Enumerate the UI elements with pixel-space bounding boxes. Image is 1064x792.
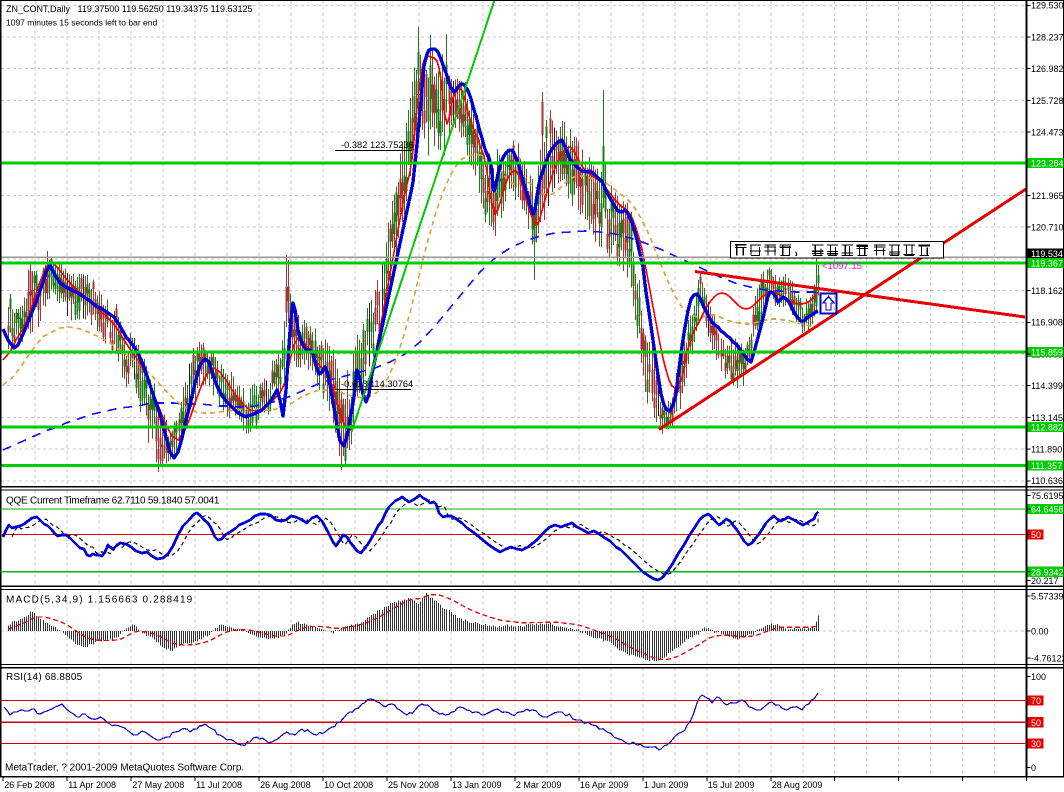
svg-text:114.399: 114.399 (1031, 381, 1063, 391)
svg-text:25 Nov 2008: 25 Nov 2008 (388, 780, 439, 790)
svg-text:0.00: 0.00 (1031, 626, 1049, 636)
svg-text:121.965: 121.965 (1031, 191, 1064, 201)
svg-text:-0.382 123.75236: -0.382 123.75236 (341, 140, 414, 150)
svg-text:111.890: 111.890 (1031, 445, 1062, 455)
svg-text:15 Jul 2009: 15 Jul 2009 (708, 780, 755, 790)
svg-text:1 Jun 2009: 1 Jun 2009 (644, 780, 689, 790)
svg-text:120.710: 120.710 (1031, 223, 1064, 233)
svg-text:100: 100 (1031, 672, 1046, 682)
svg-text:2 Mar 2009: 2 Mar 2009 (516, 780, 562, 790)
svg-text:123.284: 123.284 (1031, 159, 1064, 169)
svg-text:5.57339: 5.57339 (1031, 591, 1064, 601)
svg-text:110.636: 110.636 (1031, 476, 1063, 486)
svg-text:50: 50 (1031, 718, 1041, 728)
svg-text:<1097.15: <1097.15 (822, 261, 862, 272)
svg-text:11 Apr 2008: 11 Apr 2008 (68, 780, 116, 790)
svg-text:20.217: 20.217 (1031, 576, 1059, 586)
svg-text:QQE Current Timeframe 62.7110: QQE Current Timeframe 62.7110 59.1840 57… (6, 496, 220, 507)
svg-text:28.9342: 28.9342 (1031, 567, 1064, 577)
svg-text:28 Aug 2009: 28 Aug 2009 (772, 780, 823, 790)
svg-text:27 May 2008: 27 May 2008 (132, 780, 184, 790)
svg-text:125.728: 125.728 (1031, 96, 1064, 106)
svg-text:11 Jul 2008: 11 Jul 2008 (196, 780, 242, 790)
svg-text:MACD(5,34,9) 1.156663 0.288419: MACD(5,34,9) 1.156663 0.288419 (6, 595, 193, 606)
svg-text:118.162: 118.162 (1031, 286, 1063, 296)
svg-text:50: 50 (1031, 530, 1041, 540)
svg-text:ZN_CONT,Daily 119.37500 119.: ZN_CONT,Daily 119.37500 119.56250 119.34… (6, 4, 253, 14)
svg-text:16 Apr 2009: 16 Apr 2009 (580, 780, 629, 790)
svg-text:128.237: 128.237 (1031, 32, 1064, 42)
svg-text:111.357: 111.357 (1031, 461, 1062, 471)
svg-text:116.908: 116.908 (1031, 318, 1063, 328)
svg-text:75.6195: 75.6195 (1031, 491, 1064, 501)
svg-text:26 Aug 2008: 26 Aug 2008 (260, 780, 311, 790)
svg-text:119.367: 119.367 (1031, 259, 1063, 269)
svg-text:13 Jan 2009: 13 Jan 2009 (452, 780, 502, 790)
svg-text:26 Feb 2008: 26 Feb 2008 (4, 780, 55, 790)
svg-text:70: 70 (1031, 696, 1041, 706)
svg-text:RSI(14) 68.8805: RSI(14) 68.8805 (6, 672, 83, 683)
svg-text:-4.76122: -4.76122 (1031, 653, 1064, 663)
svg-text:115.859: 115.859 (1031, 348, 1063, 358)
svg-text:10 Oct 2008: 10 Oct 2008 (324, 780, 373, 790)
svg-text:129.530: 129.530 (1031, 1, 1064, 11)
svg-text:-0.618 114.30764: -0.618 114.30764 (341, 379, 413, 389)
svg-text:124.473: 124.473 (1031, 128, 1064, 138)
svg-text:113.145: 113.145 (1031, 413, 1063, 423)
svg-text:1097 minutes 15 seconds left t: 1097 minutes 15 seconds left to bar end (6, 18, 157, 28)
svg-text:30: 30 (1031, 739, 1041, 749)
svg-text:0: 0 (1031, 763, 1036, 773)
svg-text:119.534: 119.534 (1031, 249, 1063, 259)
svg-text:112.882: 112.882 (1031, 423, 1063, 433)
svg-text:64.6458: 64.6458 (1031, 505, 1064, 515)
svg-text:126.982: 126.982 (1031, 64, 1064, 74)
svg-text:MetaTrader, ? 2001-2009 MetaQu: MetaTrader, ? 2001-2009 MetaQuotes Softw… (5, 763, 244, 774)
